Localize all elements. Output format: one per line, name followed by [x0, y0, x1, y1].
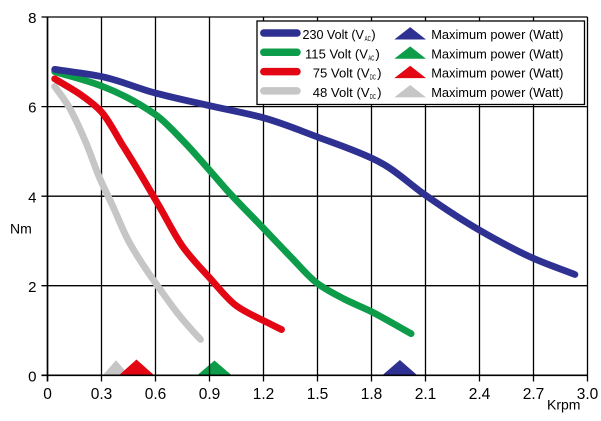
svg-text:Krpm: Krpm [547, 397, 580, 413]
svg-text:0.6: 0.6 [145, 386, 167, 403]
svg-text:4: 4 [28, 189, 36, 206]
svg-text:230 Volt (V: 230 Volt (V [303, 27, 365, 42]
svg-text:2.1: 2.1 [415, 386, 437, 403]
svg-text:AC: AC [365, 36, 371, 43]
svg-text:0: 0 [28, 368, 36, 385]
svg-text:115 Volt (V: 115 Volt (V [305, 46, 368, 61]
svg-text:0: 0 [43, 386, 52, 403]
svg-text:2.7: 2.7 [523, 386, 545, 403]
svg-text:1.5: 1.5 [307, 386, 329, 403]
svg-text:): ) [377, 85, 381, 100]
svg-text:AC: AC [368, 55, 374, 62]
svg-text:): ) [375, 46, 379, 61]
svg-text:2: 2 [28, 279, 36, 296]
svg-text:2.4: 2.4 [469, 386, 491, 403]
svg-text:DC: DC [370, 75, 376, 82]
svg-text:0.3: 0.3 [91, 386, 113, 403]
svg-text:3.0: 3.0 [577, 386, 599, 403]
svg-text:0.9: 0.9 [199, 386, 221, 403]
svg-text:): ) [371, 27, 375, 42]
svg-text:Maximum power (Watt): Maximum power (Watt) [431, 66, 563, 81]
svg-text:1.8: 1.8 [361, 386, 383, 403]
svg-text:75 Volt (V: 75 Volt (V [313, 66, 370, 81]
svg-text:): ) [377, 66, 381, 81]
svg-text:Maximum power (Watt): Maximum power (Watt) [431, 27, 563, 42]
svg-text:48 Volt (V: 48 Volt (V [313, 85, 370, 100]
svg-text:Maximum power (Watt): Maximum power (Watt) [431, 85, 563, 100]
svg-text:DC: DC [370, 94, 376, 101]
svg-text:8: 8 [28, 10, 36, 27]
svg-text:6: 6 [28, 100, 36, 117]
svg-text:Nm: Nm [10, 221, 32, 237]
svg-text:1.2: 1.2 [253, 386, 275, 403]
svg-text:Maximum power (Watt): Maximum power (Watt) [431, 46, 563, 61]
